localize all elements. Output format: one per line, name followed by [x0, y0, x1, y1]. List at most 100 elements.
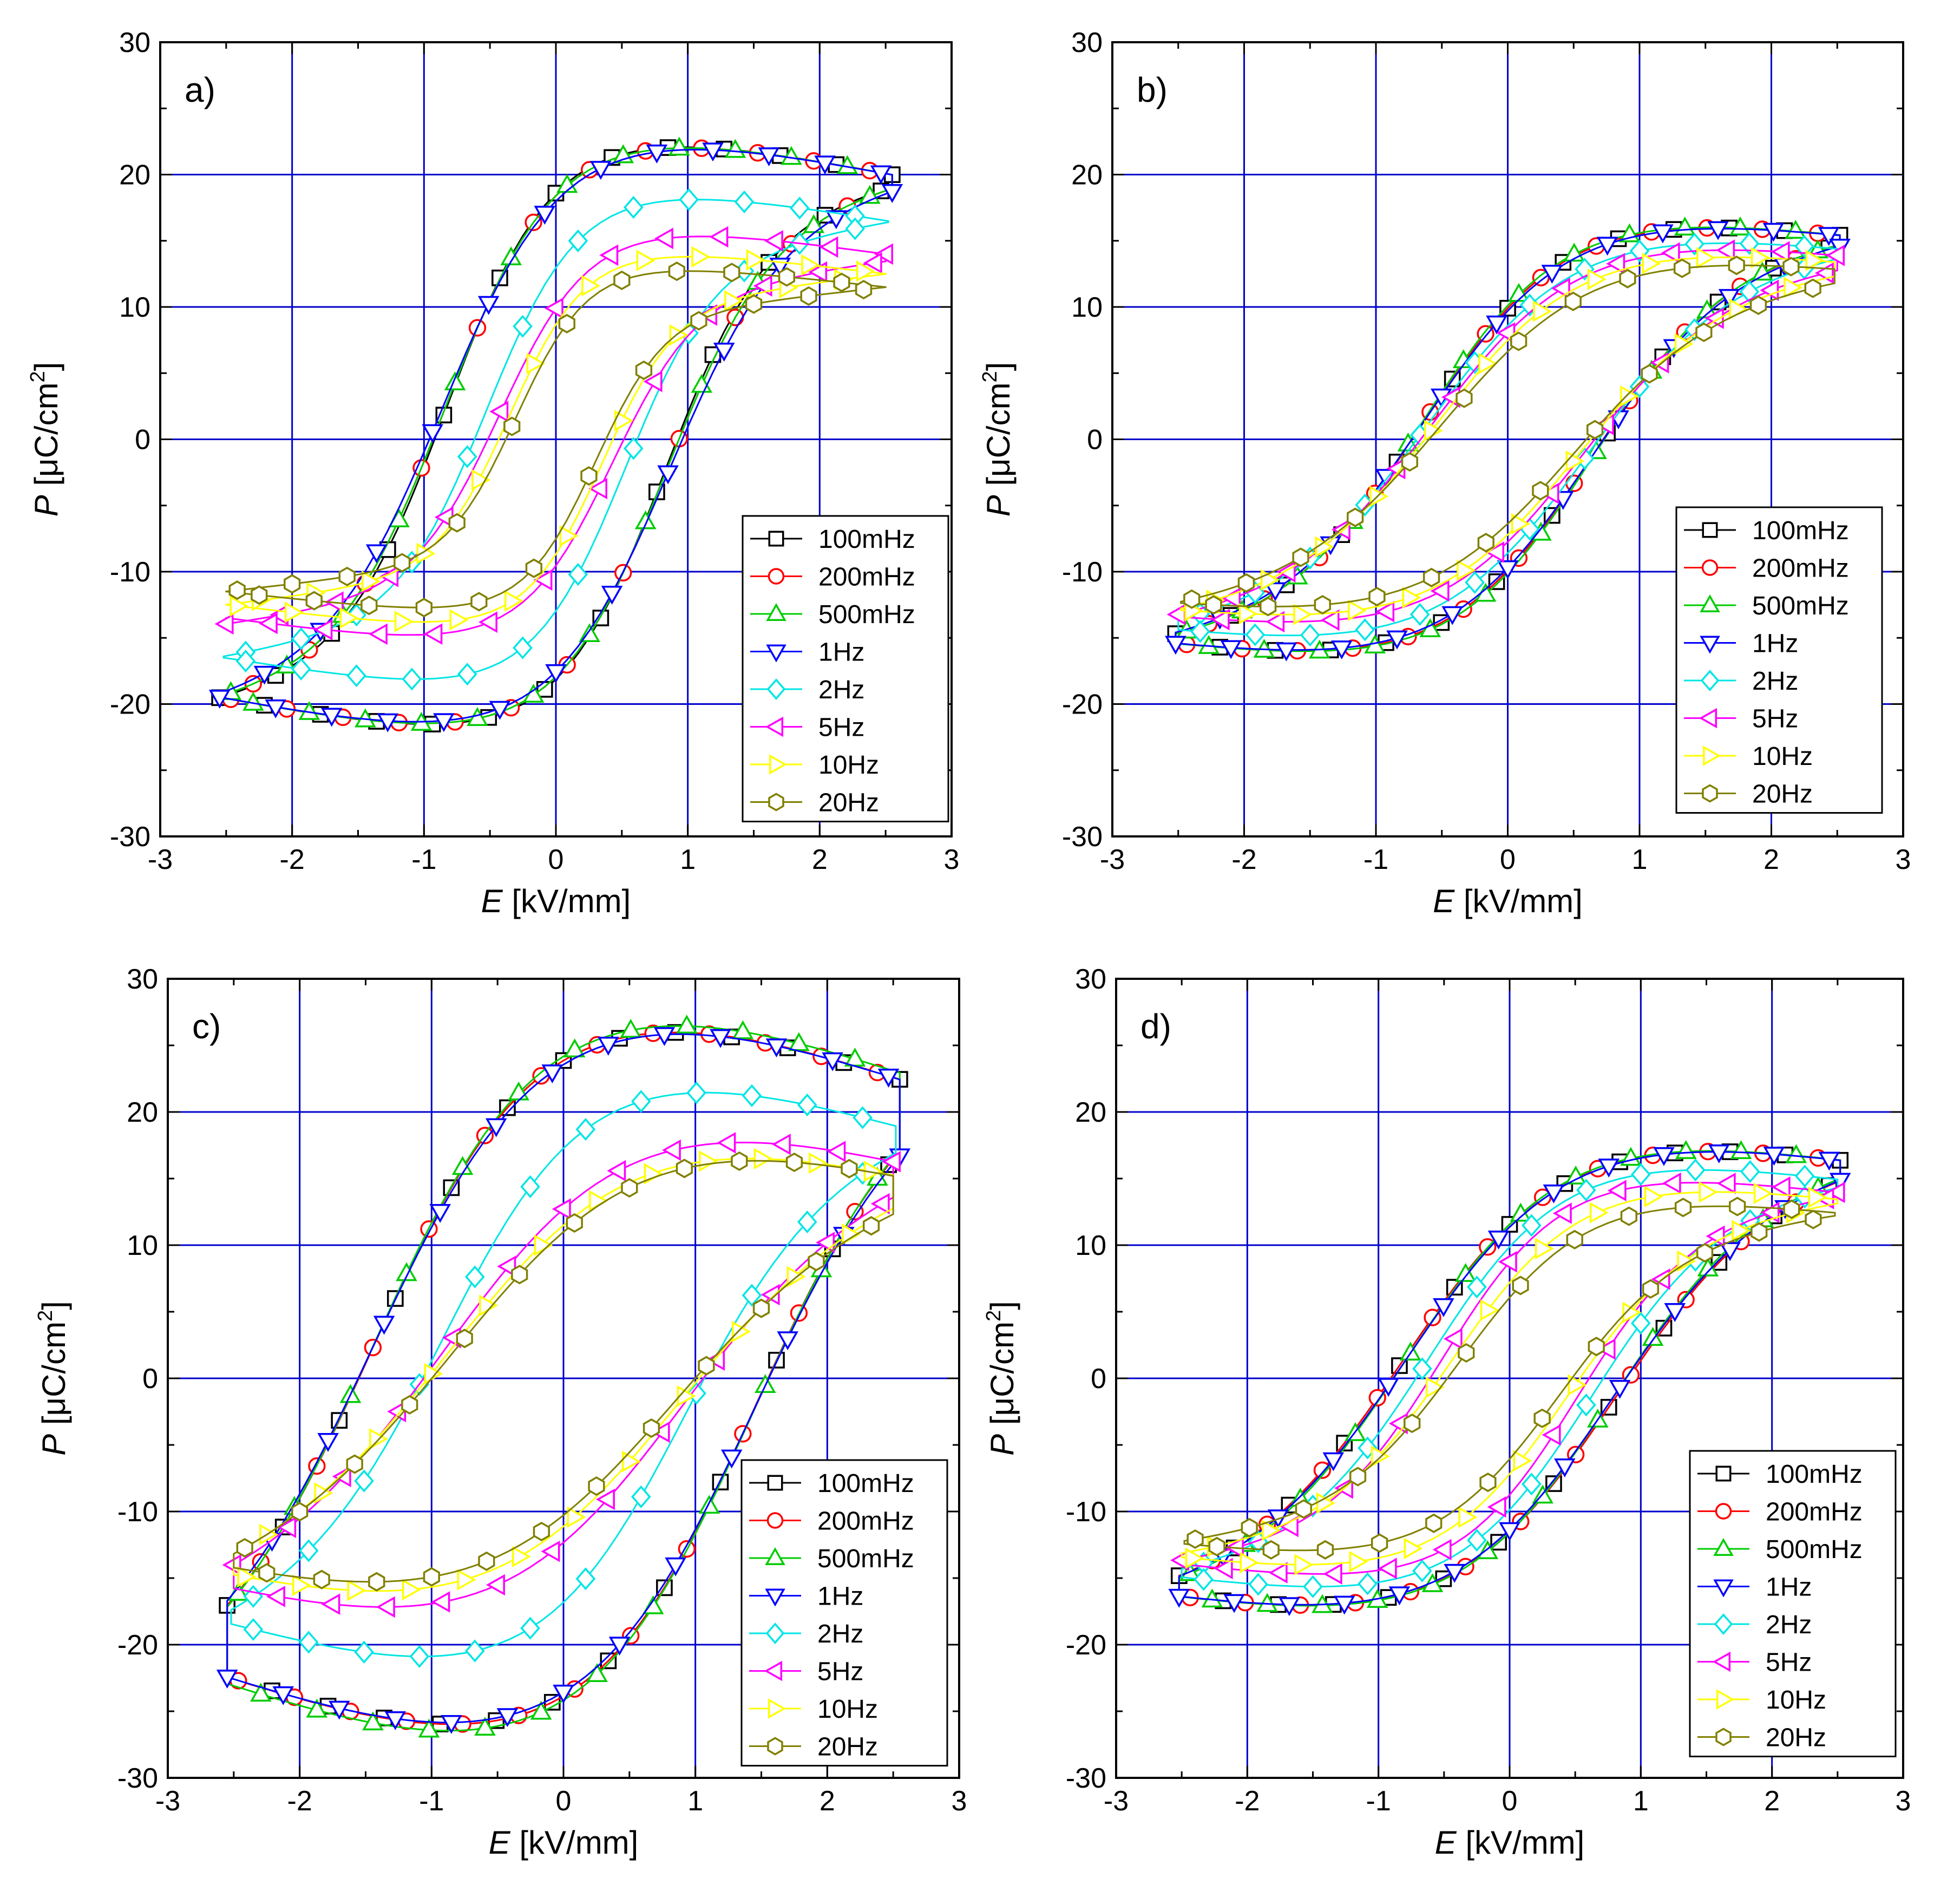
data-point-5Hz [1266, 611, 1285, 633]
legend-marker-200mHz [768, 568, 785, 585]
data-point-20Hz [588, 1476, 605, 1496]
y-tick-label: -20 [1062, 689, 1103, 721]
data-point-500mHz [1454, 1262, 1477, 1282]
y-tick-label: 0 [142, 1363, 158, 1395]
data-point-20Hz [1316, 1540, 1334, 1560]
data-point-2Hz [631, 1485, 651, 1508]
data-point-500mHz [620, 1018, 642, 1038]
data-point-5Hz [1826, 1181, 1845, 1203]
legend-marker-2Hz [1700, 670, 1720, 691]
series-line-2Hz [230, 1091, 897, 1658]
data-point-10Hz [449, 609, 469, 631]
data-point-2Hz [1303, 1575, 1323, 1598]
y-axis-unit-superscript: 2 [34, 1310, 57, 1321]
legend-item-20Hz: 20Hz [750, 789, 879, 817]
data-point-1Hz [365, 544, 388, 564]
x-tick-label: 1 [1632, 844, 1648, 875]
legend-item-1Hz: 1Hz [750, 638, 864, 667]
y-axis-unit-close: ] [984, 1301, 1020, 1310]
data-point-1Hz [1168, 1588, 1190, 1608]
legend-item-10Hz: 10Hz [1684, 742, 1813, 771]
data-point-10Hz [1513, 1450, 1532, 1472]
data-point-1Hz [553, 1684, 574, 1704]
data-point-5Hz [771, 1133, 791, 1155]
data-point-2Hz [1630, 1312, 1651, 1335]
data-point-1Hz [1444, 1563, 1466, 1583]
data-point-1Hz [253, 665, 276, 685]
data-point-1Hz [377, 713, 399, 732]
data-point-500mHz [803, 214, 825, 233]
data-point-5Hz [874, 243, 893, 265]
data-point-1Hz [608, 1637, 631, 1656]
data-point-5Hz [753, 275, 772, 297]
legend-label: 1Hz [817, 1582, 863, 1611]
data-point-2Hz [235, 650, 256, 673]
y-axis-unit-close: ] [28, 362, 64, 371]
data-point-1Hz [1543, 1184, 1565, 1203]
data-point-20Hz [1532, 481, 1549, 501]
data-point-5Hz [1595, 414, 1614, 436]
data-point-1Hz [422, 424, 444, 443]
legend-marker-10Hz [769, 754, 788, 775]
x-tick-label: -1 [419, 1785, 444, 1817]
x-axis-unit: [kV/mm] [503, 883, 631, 919]
data-point-20Hz [236, 1537, 253, 1558]
data-point-20Hz [305, 591, 323, 611]
y-tick-label: -10 [1066, 1496, 1106, 1528]
data-point-10Hz [1699, 1181, 1718, 1203]
x-tick-label: -3 [1100, 844, 1125, 875]
data-point-2Hz [513, 636, 533, 659]
legend-item-1Hz: 1Hz [1697, 1573, 1812, 1602]
legend-marker-2Hz [1714, 1613, 1733, 1635]
data-point-5Hz [1432, 1539, 1452, 1561]
x-tick-label: 3 [1896, 844, 1911, 875]
data-point-2Hz [1739, 232, 1760, 255]
legend-marker-200mHz [766, 1512, 784, 1529]
legend-label: 100mHz [1752, 516, 1849, 545]
data-point-1Hz [765, 1038, 788, 1058]
x-axis-label: E [kV/mm] [489, 1824, 639, 1861]
data-point-10Hz [504, 590, 523, 612]
panel-label: d) [1140, 1007, 1171, 1046]
data-point-20Hz [1695, 322, 1713, 342]
panel-label: c) [192, 1007, 221, 1046]
data-point-500mHz [1785, 220, 1807, 239]
data-point-1Hz [265, 699, 287, 718]
data-point-500mHz [563, 1038, 586, 1058]
legend-label: 1Hz [818, 638, 864, 667]
y-axis-unit-superscript: 2 [982, 1310, 1005, 1321]
data-point-20Hz [580, 466, 598, 486]
data-point-5Hz [423, 623, 443, 645]
data-point-10Hz [732, 1320, 751, 1343]
data-point-1Hz [373, 1316, 395, 1335]
data-point-5Hz [497, 1255, 516, 1278]
data-point-10Hz [677, 1385, 696, 1407]
data-point-2Hz [298, 1539, 319, 1562]
data-point-1Hz [317, 1433, 339, 1452]
data-point-10Hz [1589, 1202, 1609, 1223]
data-point-20Hz [456, 1329, 473, 1349]
data-point-5Hz [882, 1150, 901, 1173]
data-point-2Hz [1412, 1559, 1432, 1582]
data-point-2Hz [853, 1106, 873, 1129]
data-point-5Hz [654, 227, 673, 250]
data-point-5Hz [764, 230, 783, 252]
y-axis-unit-superscript: 2 [979, 371, 1001, 382]
x-tick-label: -3 [148, 844, 173, 875]
legend-label: 200mHz [1766, 1498, 1863, 1527]
x-axis-label: E [kV/mm] [1435, 1824, 1585, 1861]
plot-frame [167, 978, 960, 1779]
data-point-5Hz [1268, 1562, 1288, 1584]
data-point-500mHz [1399, 1342, 1421, 1361]
series-1Hz [208, 142, 903, 732]
data-point-20Hz [855, 279, 873, 300]
data-point-5Hz [258, 612, 278, 634]
y-tick-label: 0 [1091, 1363, 1106, 1395]
x-tick-label: 2 [812, 844, 828, 875]
data-point-1Hz [653, 1027, 676, 1046]
data-point-500mHz [1675, 1140, 1697, 1159]
data-point-500mHz [1752, 261, 1773, 281]
data-point-20Hz [558, 313, 575, 333]
data-point-1Hz [720, 1449, 743, 1469]
data-point-20Hz [1673, 258, 1691, 278]
